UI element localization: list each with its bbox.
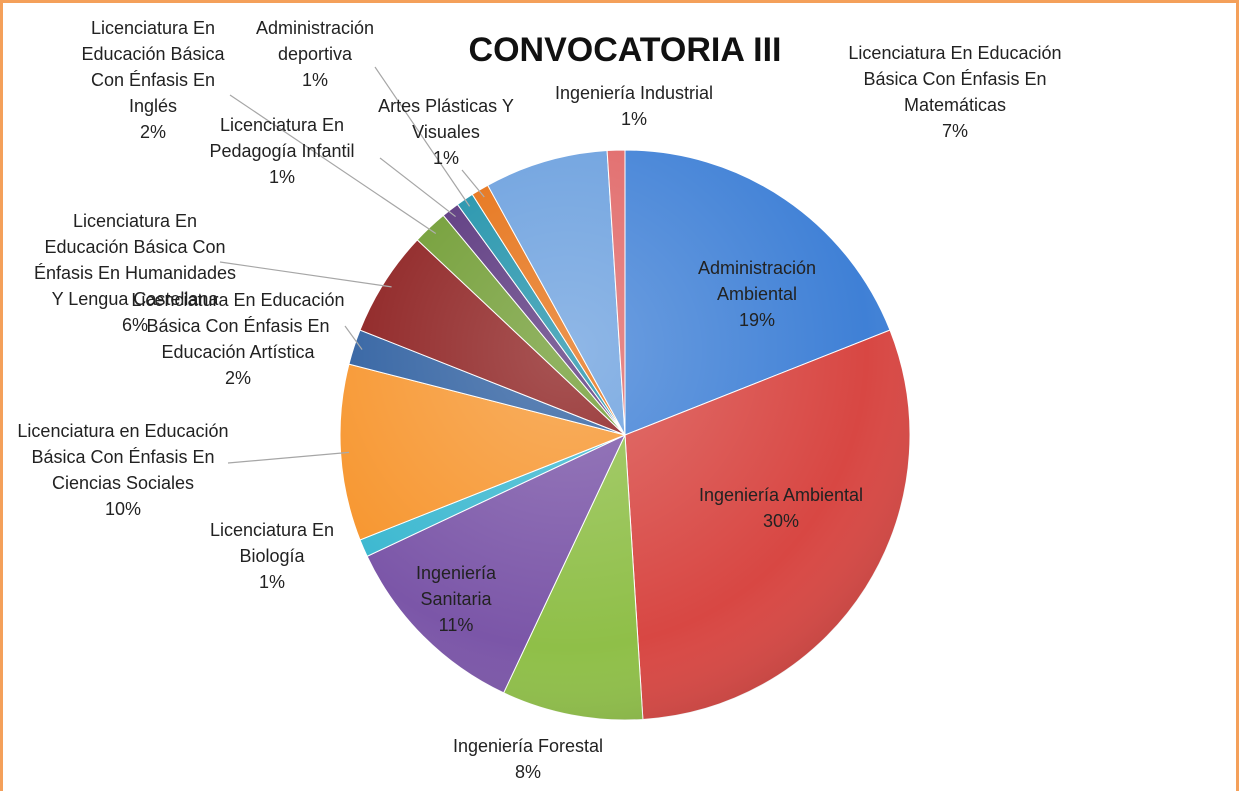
slice-percent: 2% [139, 122, 166, 142]
slice-percent: 2% [224, 368, 251, 388]
slice-name: Licenciatura En Educación Básica Con Énf… [33, 211, 237, 309]
slice-percent: 11% [438, 615, 474, 635]
slice-name: Ingeniería Ambiental [698, 485, 864, 505]
slice-label: Administración Ambiental 19% [657, 255, 857, 333]
slice-name: Ingeniería Industrial [554, 83, 714, 103]
slice-name: Licenciatura En Educación Básica Con Énf… [81, 18, 225, 116]
slice-percent: 1% [268, 167, 295, 187]
slice-percent: 30% [762, 511, 800, 531]
slice-name: Administración deportiva [255, 18, 375, 64]
slice-percent: 1% [258, 572, 285, 592]
slice-label: Licenciatura En Biología 1% [187, 517, 357, 595]
slice-percent: 19% [738, 310, 776, 330]
slice-name: Licenciatura en Educación Básica Con Énf… [17, 421, 229, 493]
slice-label: Licenciatura En Educación Básica Con Énf… [66, 15, 241, 145]
slice-label: Ingeniería Sanitaria 11% [391, 560, 521, 638]
chart-title: CONVOCATORIA III [469, 31, 782, 69]
slice-name: Licenciatura En Pedagogía Infantil [209, 115, 355, 161]
slice-name: Administración Ambiental [697, 258, 817, 304]
slice-label: Licenciatura En Educación Básica Con Énf… [30, 208, 240, 338]
slice-name: Ingeniería Sanitaria [415, 563, 497, 609]
slice-name: Licenciatura En Educación Básica Con Énf… [848, 43, 1062, 115]
slice-label: Licenciatura En Pedagogía Infantil 1% [187, 112, 377, 190]
slice-percent: 1% [620, 109, 647, 129]
slice-name: Licenciatura En Biología [209, 520, 335, 566]
slice-label: Ingeniería Ambiental 30% [671, 482, 891, 534]
slice-label: Licenciatura en Educación Básica Con Énf… [3, 418, 243, 522]
slice-label: Ingeniería Forestal 8% [418, 733, 638, 785]
slice-label: Administración deportiva 1% [240, 15, 390, 93]
slice-label: Artes Plásticas Y Visuales 1% [359, 93, 534, 171]
slice-name: Ingeniería Forestal [452, 736, 604, 756]
slice-percent: 1% [301, 70, 328, 90]
slice-percent: 6% [121, 315, 148, 335]
slice-percent: 1% [432, 148, 459, 168]
slice-percent: 7% [941, 121, 968, 141]
slice-label: Licenciatura En Educación Básica Con Énf… [128, 287, 348, 391]
slice-label: Licenciatura En Educación Básica Con Énf… [820, 40, 1090, 144]
leader-line [219, 261, 392, 288]
slice-percent: 10% [104, 499, 142, 519]
leader-line [461, 169, 485, 198]
slice-percent: 8% [514, 762, 541, 782]
slice-label: Ingeniería Industrial 1% [524, 80, 744, 132]
slice-name: Artes Plásticas Y Visuales [378, 96, 514, 142]
slice-name: Licenciatura En Educación Básica Con Énf… [131, 290, 345, 362]
leader-line [227, 451, 350, 464]
